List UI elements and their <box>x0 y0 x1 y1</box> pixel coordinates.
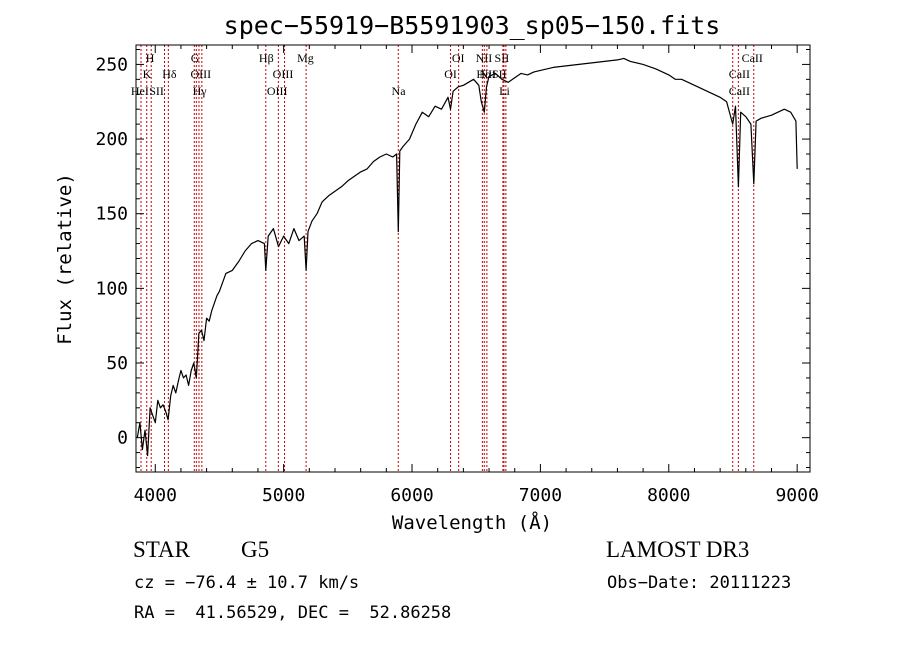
line-label: OIII <box>191 67 212 81</box>
line-label: H <box>146 51 155 65</box>
y-axis-label: Flux (relative) <box>54 173 76 345</box>
line-label: Na <box>392 84 407 98</box>
x-tick-label: 4000 <box>134 485 177 506</box>
line-label: G <box>191 51 200 65</box>
x-tick-label: 7000 <box>519 485 562 506</box>
line-label: Hδ <box>162 67 177 81</box>
redshift-velocity: cz = −76.4 ± 10.7 km/s <box>134 573 360 593</box>
x-tick-label: 9000 <box>775 485 818 506</box>
x-tick-label: 8000 <box>647 485 690 506</box>
line-label: Li <box>499 84 510 98</box>
line-label: OI <box>444 67 457 81</box>
line-label: CaII <box>742 51 763 65</box>
line-label: SII <box>492 67 507 81</box>
observation-date: Obs−Date: 20111223 <box>607 573 792 593</box>
line-label: CaII <box>729 67 750 81</box>
emission-line-markers <box>140 45 755 472</box>
chart-title: spec−55919−B5591903_sp05−150.fits <box>224 11 721 40</box>
y-tick-label: 100 <box>95 278 128 299</box>
object-class: STAR <box>133 537 190 562</box>
x-tick-label: 6000 <box>390 485 433 506</box>
line-label: HeI <box>131 84 149 98</box>
y-tick-label: 200 <box>95 129 128 150</box>
survey-name: LAMOST DR3 <box>606 537 750 562</box>
line-label: K <box>143 67 152 81</box>
x-axis-label: Wavelength (Å) <box>392 511 552 534</box>
y-tick-label: 50 <box>106 353 128 374</box>
plot-frame <box>135 44 811 473</box>
x-tick-label: 5000 <box>262 485 305 506</box>
object-subclass: G5 <box>241 537 270 562</box>
line-label: CaII <box>729 84 750 98</box>
line-label: SII <box>495 51 510 65</box>
line-label: OI <box>452 51 465 65</box>
line-label: Mg <box>297 51 314 65</box>
line-label: OIII <box>267 84 288 98</box>
spectrum-series-line <box>136 57 798 457</box>
y-tick-label: 0 <box>117 428 128 449</box>
line-label: OIII <box>273 67 294 81</box>
line-label: SII <box>149 84 164 98</box>
x-axis-ticks: 4000 5000 6000 7000 8000 9000 <box>134 45 819 506</box>
line-label: Hγ <box>193 84 208 98</box>
line-label: NII <box>476 51 493 65</box>
y-axis-ticks: 0 50 100 150 200 250 <box>95 48 810 469</box>
y-tick-label: 150 <box>95 204 128 225</box>
y-tick-label: 250 <box>95 54 128 75</box>
line-label: Hβ <box>259 51 274 65</box>
line-label: NII <box>479 67 496 81</box>
sky-coordinates: RA = 41.56529, DEC = 52.86258 <box>134 603 452 623</box>
